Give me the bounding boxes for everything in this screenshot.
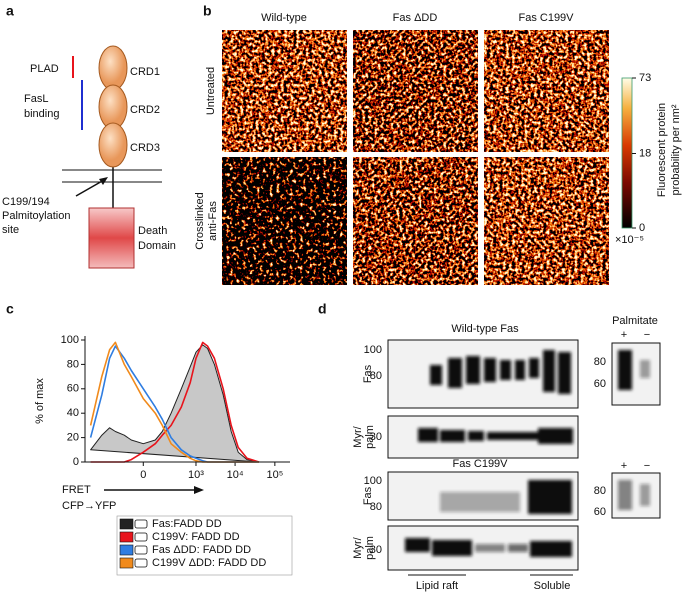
panel-letter: b: [203, 3, 212, 19]
fraction-label: Lipid raft: [416, 580, 458, 592]
death-label: Death: [138, 225, 167, 237]
blot-title: Wild-type Fas: [451, 323, 519, 335]
series-line: [90, 344, 260, 463]
mw-marker: 80: [370, 501, 382, 513]
y-tick-label: 40: [67, 407, 79, 419]
crd-label: CRD1: [130, 66, 160, 78]
lane-label: −: [644, 460, 650, 472]
site-label: C199/194: [2, 196, 50, 208]
y-tick-label: 80: [67, 358, 79, 370]
column-label: Wild-type: [261, 12, 307, 24]
colorbar-title: Fluorescent protein: [656, 103, 668, 197]
western-blots: [387, 339, 661, 576]
y-axis-label: % of max: [34, 378, 46, 424]
x-tick-label: 10⁴: [227, 469, 244, 481]
fasl-label: FasL: [24, 93, 48, 105]
fas-diagram: [62, 45, 162, 269]
crd-label: CRD3: [130, 142, 160, 154]
arrow-head: [194, 486, 204, 494]
column-label: Fas ΔDD: [393, 12, 438, 24]
legend-swatch: [134, 545, 148, 555]
mw-marker: 60: [594, 378, 606, 390]
legend-label: Fas:FADD DD: [152, 518, 222, 530]
palmitate-title: Palmitate: [612, 315, 658, 327]
legend-swatch: [134, 519, 148, 529]
mw-marker: 100: [364, 475, 382, 487]
lane-label: +: [621, 460, 627, 472]
x-axis-label: CFP→YFP: [62, 500, 116, 512]
plad-label: PLAD: [30, 63, 59, 75]
y-tick-label: 100: [61, 334, 79, 346]
blot-label: palm: [364, 425, 376, 449]
mw-marker: 30: [370, 431, 382, 443]
lane-label: +: [621, 329, 627, 341]
mw-marker: 30: [370, 544, 382, 556]
legend-label: C199V ΔDD: FADD DD: [152, 557, 266, 569]
row-label: Crosslinked: [194, 192, 206, 249]
colorbar-title: probability per nm²: [670, 104, 682, 195]
legend-swatch: [119, 557, 134, 569]
lane-label: −: [644, 329, 650, 341]
legend-swatch: [119, 531, 134, 543]
fraction-label: Soluble: [534, 580, 571, 592]
death-label: Domain: [138, 240, 176, 252]
blot-label: Myr/: [352, 536, 364, 558]
mw-marker: 80: [594, 356, 606, 368]
blot-label: Fas: [362, 486, 374, 505]
y-tick-label: 60: [67, 383, 79, 395]
blot-title: Fas C199V: [452, 458, 508, 470]
mw-marker: 100: [364, 344, 382, 356]
legend-label: Fas ΔDD: FADD DD: [152, 544, 251, 556]
legend-swatch: [134, 558, 148, 568]
colorbar-exponent: ×10⁻⁵: [615, 234, 644, 246]
x-tick-label: 0: [140, 469, 146, 481]
crd-label: CRD2: [130, 104, 160, 116]
microscopy-grid: [222, 30, 609, 285]
x-tick-label: 10⁵: [266, 469, 283, 481]
x-axis-label: FRET: [62, 484, 91, 496]
blot-label: palm: [364, 536, 376, 560]
fasl-label: binding: [24, 108, 59, 120]
row-label: Untreated: [205, 67, 217, 115]
y-tick-label: 0: [73, 456, 79, 468]
blot-label: Myr/: [352, 425, 364, 447]
site-label: Palmitoylation: [2, 210, 70, 222]
legend-swatch: [119, 518, 134, 530]
blot-label: Fas: [362, 364, 374, 383]
y-tick-label: 20: [67, 432, 79, 444]
site-label: site: [2, 224, 19, 236]
mw-marker: 60: [594, 506, 606, 518]
legend-label: C199V: FADD DD: [152, 531, 240, 543]
legend-swatch: [134, 532, 148, 542]
legend-frame: [116, 515, 293, 576]
column-label: Fas C199V: [518, 12, 574, 24]
panel-letter: d: [318, 301, 327, 317]
colorbar-tick-label: 73: [639, 72, 651, 84]
x-tick-label: 10³: [188, 469, 204, 481]
colorbar: [621, 77, 633, 229]
panel-letter: c: [6, 301, 14, 317]
mw-marker: 80: [594, 485, 606, 497]
row-label: anti-Fas: [207, 201, 219, 241]
colorbar-tick-label: 18: [639, 147, 651, 159]
legend-swatch: [119, 544, 134, 556]
colorbar-tick-label: 0: [639, 222, 645, 234]
panel-letter: a: [6, 3, 14, 19]
mw-marker: 80: [370, 370, 382, 382]
